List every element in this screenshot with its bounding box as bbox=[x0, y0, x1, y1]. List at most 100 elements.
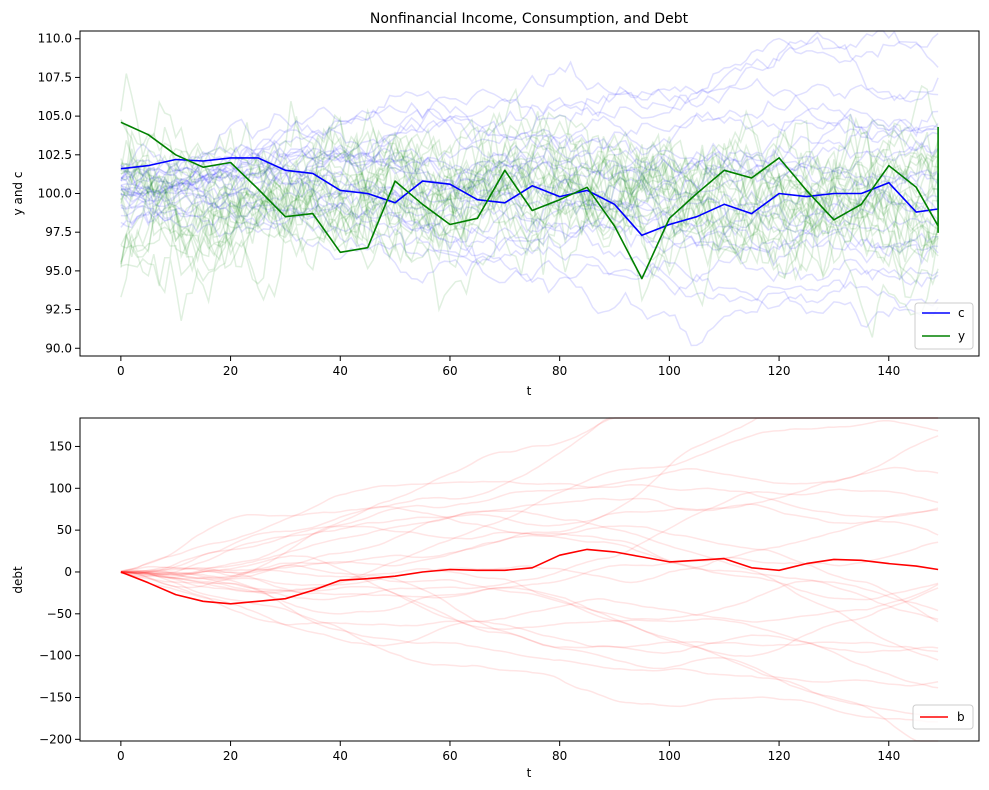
simulated-path-y bbox=[120, 73, 939, 280]
simulated-path-b bbox=[120, 520, 939, 586]
x-tick-label: 140 bbox=[877, 364, 900, 378]
simulated-path-b bbox=[120, 572, 939, 689]
x-tick-label: 100 bbox=[658, 364, 681, 378]
simulated-path-y bbox=[120, 119, 939, 285]
simulated-path-y bbox=[120, 111, 939, 302]
simulated-path-y bbox=[120, 111, 939, 285]
plot-frame bbox=[79, 417, 980, 742]
simulated-path-b bbox=[120, 571, 939, 647]
simulated-path-b bbox=[120, 497, 939, 573]
simulated-path-c bbox=[120, 192, 939, 284]
simulated-path-y bbox=[120, 130, 939, 272]
simulated-path-c bbox=[120, 133, 939, 226]
simulated-path-y bbox=[120, 159, 939, 321]
simulated-path-c bbox=[120, 102, 939, 194]
y-tick-label: 110.0 bbox=[38, 32, 72, 46]
series-line-b bbox=[120, 548, 939, 605]
simulated-path-c bbox=[120, 115, 939, 229]
simulated-path-b bbox=[120, 488, 939, 601]
legend: c y bbox=[914, 302, 974, 350]
x-tick-label: 120 bbox=[768, 749, 791, 763]
simulated-path-c bbox=[120, 83, 939, 189]
simulated-path-b bbox=[120, 525, 939, 623]
y-tick-label: 92.5 bbox=[45, 303, 72, 317]
x-tick-label: 60 bbox=[442, 749, 457, 763]
simulated-path-y bbox=[120, 145, 939, 268]
x-axis-label: t bbox=[527, 384, 532, 398]
y-tick-label: 102.5 bbox=[38, 148, 72, 162]
simulated-path-y bbox=[120, 87, 939, 299]
legend-label-b: b bbox=[957, 710, 965, 724]
simulated-path-b bbox=[120, 541, 939, 615]
simulated-path-b bbox=[120, 564, 939, 657]
simulated-path-b bbox=[120, 571, 939, 653]
simulated-path-b bbox=[120, 480, 939, 572]
simulated-path-c bbox=[120, 31, 939, 210]
simulated-path-y bbox=[120, 114, 939, 305]
x-tick-label: 0 bbox=[117, 749, 125, 763]
simulated-debt-paths bbox=[120, 417, 939, 742]
simulated-path-b bbox=[120, 568, 939, 621]
x-tick-label: 20 bbox=[223, 364, 238, 378]
simulated-path-c bbox=[120, 77, 939, 204]
simulated-path-c bbox=[120, 142, 939, 227]
simulated-path-b bbox=[120, 505, 939, 620]
simulated-path-c bbox=[120, 169, 939, 232]
simulated-path-c bbox=[120, 131, 939, 209]
simulated-path-y bbox=[120, 84, 939, 280]
y-axis-label: y and c bbox=[11, 172, 25, 216]
simulated-path-y bbox=[120, 119, 939, 242]
series-line-y bbox=[120, 121, 939, 280]
simulated-path-y bbox=[120, 107, 939, 338]
y-tick-label: 50 bbox=[57, 523, 72, 537]
y-tick-label: −200 bbox=[39, 732, 72, 746]
simulated-path-y bbox=[120, 139, 939, 280]
y-tick-label: 97.5 bbox=[45, 225, 72, 239]
simulated-path-y bbox=[120, 118, 939, 303]
simulated-paths bbox=[120, 30, 939, 347]
simulated-path-c bbox=[120, 37, 939, 198]
y-tick-label: 100.0 bbox=[38, 187, 72, 201]
simulated-path-c bbox=[120, 30, 939, 198]
y-tick-label: 107.5 bbox=[38, 70, 72, 84]
series-lines bbox=[120, 121, 939, 280]
x-tick-label: 40 bbox=[333, 364, 348, 378]
simulated-path-c bbox=[120, 138, 939, 283]
y-tick-label: −50 bbox=[47, 607, 72, 621]
x-tick-label: 60 bbox=[442, 364, 457, 378]
simulated-path-b bbox=[120, 419, 939, 595]
y-axis-label: debt bbox=[11, 566, 25, 594]
simulated-path-b bbox=[120, 566, 939, 687]
simulated-path-b bbox=[120, 417, 939, 576]
simulated-path-b bbox=[120, 570, 939, 723]
simulated-path-b bbox=[120, 510, 939, 661]
simulated-path-b bbox=[120, 525, 939, 601]
simulated-path-c bbox=[120, 126, 939, 206]
simulated-path-y bbox=[120, 134, 939, 298]
simulated-path-c bbox=[120, 110, 939, 235]
x-ticks: 0 20 40 60 80 100 120 140 bbox=[117, 356, 900, 378]
x-tick-label: 20 bbox=[223, 749, 238, 763]
simulated-path-y bbox=[120, 109, 939, 237]
x-tick-label: 0 bbox=[117, 364, 125, 378]
simulated-path-c bbox=[120, 144, 939, 205]
simulated-path-b bbox=[120, 435, 939, 579]
debt-panel: 0 20 40 60 80 100 120 140 −200 −150 −100 −50 0 50 100… bbox=[11, 417, 980, 780]
simulated-path-c bbox=[120, 148, 939, 219]
simulated-path-c bbox=[120, 119, 939, 222]
series-line-c bbox=[120, 157, 939, 237]
simulated-path-y bbox=[120, 99, 939, 313]
x-tick-label: 140 bbox=[877, 749, 900, 763]
y-tick-label: 0 bbox=[64, 565, 72, 579]
chart-title: Nonfinancial Income, Consumption, and De… bbox=[370, 11, 689, 27]
income-consumption-panel: Nonfinancial Income, Consumption, and De… bbox=[11, 11, 980, 398]
simulated-path-y bbox=[120, 101, 939, 263]
y-ticks: −200 −150 −100 −50 0 50 100 150 bbox=[39, 439, 80, 746]
x-ticks: 0 20 40 60 80 100 120 140 bbox=[117, 741, 900, 763]
simulated-path-c bbox=[120, 204, 939, 283]
simulated-path-y bbox=[120, 135, 939, 275]
simulated-path-c bbox=[120, 165, 939, 266]
debt-series-lines bbox=[120, 548, 939, 605]
y-ticks: 90.0 92.5 95.0 97.5 100.0 102.5 105.0 107.5 110.… bbox=[38, 32, 80, 355]
